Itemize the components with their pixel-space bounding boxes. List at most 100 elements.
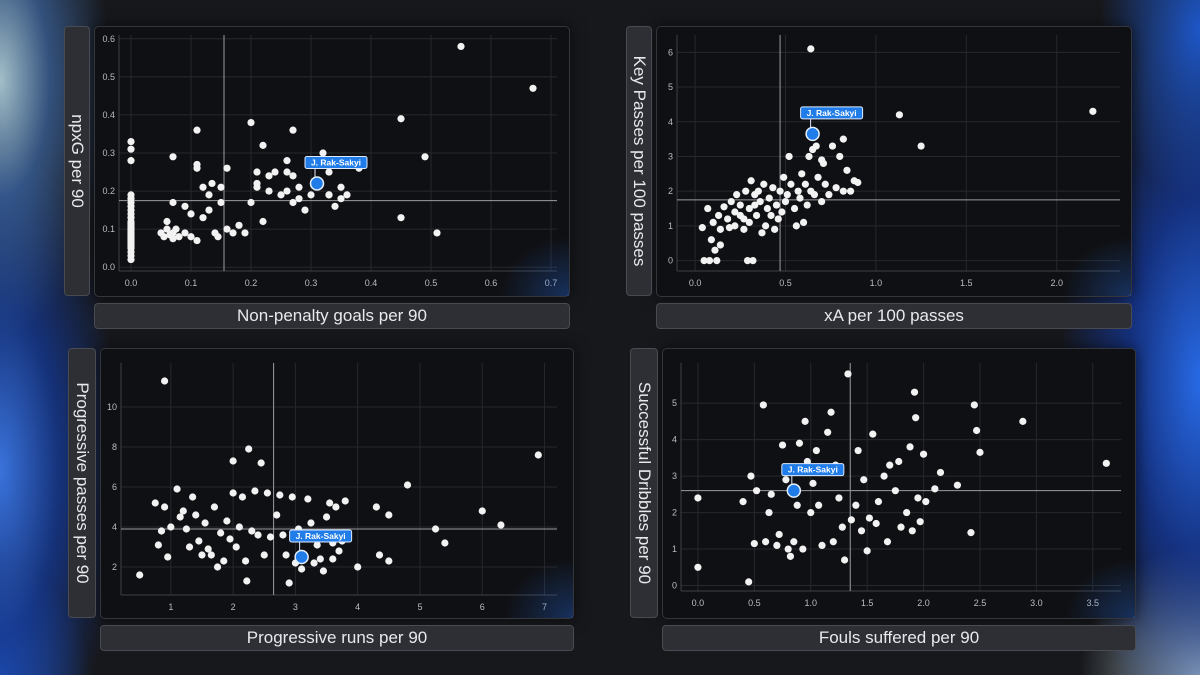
data-point	[259, 217, 267, 226]
y-tick-label: 0.6	[102, 34, 115, 44]
data-point	[201, 519, 209, 527]
highlight-label: J. Rak-Sakyi	[788, 465, 838, 475]
scatter-chart-2: 0.0 0.5 1.0 1.5 2.0 0 1 2 3 4 5 6 J. Rak-Sakyi	[668, 35, 1120, 288]
data-point	[172, 225, 180, 233]
data-point	[774, 215, 782, 223]
data-point	[758, 229, 766, 237]
x-tick-label: 1.5	[861, 598, 874, 608]
data-point	[316, 555, 324, 563]
data-point	[838, 523, 846, 531]
data-point	[193, 236, 201, 245]
y-tick-label: 0	[668, 256, 673, 266]
data-point	[799, 218, 808, 227]
data-point	[238, 493, 247, 501]
data-point	[835, 494, 843, 502]
x-tick-label: 0.0	[689, 278, 702, 288]
x-tick-label: 1.0	[804, 598, 817, 608]
data-point	[818, 197, 826, 206]
data-point	[229, 489, 237, 497]
y-tick-label: 0.4	[102, 110, 115, 120]
data-point	[795, 439, 804, 447]
data-point	[257, 459, 265, 467]
y-axis-label-box-1: npxG per 90	[64, 26, 90, 296]
data-point	[335, 547, 343, 555]
scatter-chart-1: 0.0 0.1 0.2 0.3 0.4 0.5 0.6 0.7 0.0 0.1 0.2 0.3 0.4 0…	[102, 34, 557, 288]
data-point	[164, 553, 172, 561]
data-point	[431, 525, 440, 533]
data-point	[810, 191, 819, 199]
data-point	[780, 173, 788, 181]
data-point	[175, 233, 183, 241]
data-point	[182, 525, 190, 533]
data-point	[319, 567, 328, 575]
data-point	[313, 541, 321, 549]
data-point	[173, 485, 181, 493]
data-point	[161, 377, 169, 385]
data-point	[912, 414, 920, 422]
x-tick-label: 3	[293, 602, 298, 612]
data-point	[750, 539, 758, 548]
x-axis-label-box-3: Progressive runs per 90	[100, 625, 574, 651]
data-point	[843, 166, 851, 174]
x-axis-label-box-1: Non-penalty goals per 90	[94, 303, 570, 329]
data-point	[271, 168, 279, 176]
panel-4: 0.0 0.5 1.0 1.5 2.0 2.5 3.0 3.5 0 1 2 3 4 5 J. Rak-Sak…	[662, 348, 1136, 619]
data-point	[716, 241, 724, 249]
data-point	[243, 577, 251, 585]
data-point	[210, 503, 219, 511]
data-point	[883, 538, 892, 546]
y-tick-label: 0.3	[102, 148, 115, 158]
data-point	[799, 545, 807, 553]
data-point	[247, 198, 255, 207]
data-point	[874, 498, 883, 506]
data-point	[749, 256, 757, 265]
data-point	[329, 555, 337, 563]
scatter-chart-4: 0.0 0.5 1.0 1.5 2.0 2.5 3.0 3.5 0 1 2 3 4 5 J. Rak-Sak…	[672, 363, 1121, 608]
data-point	[226, 535, 234, 543]
data-point	[157, 527, 166, 535]
data-point	[193, 126, 201, 134]
x-tick-label: 6	[480, 602, 485, 612]
data-point	[223, 164, 231, 172]
data-point	[375, 551, 384, 559]
data-point	[827, 408, 835, 416]
data-point	[283, 157, 291, 165]
x-tick-label: 0.5	[748, 598, 761, 608]
y-tick-label: 10	[107, 402, 117, 412]
data-point	[397, 115, 405, 123]
data-point	[169, 235, 177, 243]
data-point	[403, 481, 412, 489]
x-axis-label-3: Progressive runs per 90	[246, 628, 428, 647]
data-point	[169, 153, 177, 161]
data-point	[790, 204, 799, 213]
data-point	[720, 203, 728, 211]
data-point	[740, 215, 748, 223]
data-point	[161, 503, 169, 511]
data-point	[786, 552, 795, 560]
data-point	[785, 152, 793, 161]
data-point	[127, 255, 135, 264]
data-point	[354, 563, 362, 571]
data-point	[852, 501, 860, 509]
data-point	[266, 533, 275, 541]
data-point	[751, 201, 759, 209]
data-point	[163, 217, 171, 226]
data-point	[189, 493, 197, 501]
data-point	[807, 45, 815, 53]
data-point	[204, 545, 212, 553]
data-point	[127, 145, 135, 153]
x-axis-label-box-4: Fouls suffered per 90	[662, 625, 1136, 651]
x-tick-label: 2	[231, 602, 236, 612]
data-point	[205, 191, 213, 199]
data-point	[745, 218, 753, 227]
data-point	[325, 191, 333, 199]
highlight-point	[786, 483, 802, 498]
y-tick-label: 4	[668, 117, 673, 127]
data-point	[792, 222, 800, 230]
data-point	[497, 521, 505, 529]
data-point	[742, 187, 750, 195]
data-point	[860, 476, 868, 484]
data-point	[736, 201, 744, 209]
data-point	[919, 450, 928, 458]
data-point	[743, 256, 752, 265]
